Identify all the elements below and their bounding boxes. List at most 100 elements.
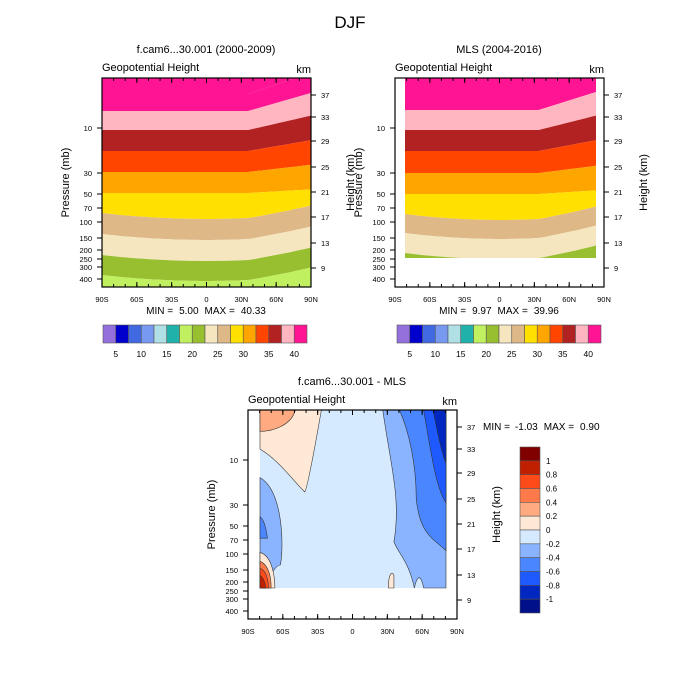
y-right-tick-label: 29 (321, 137, 329, 146)
y-right-tick-label: 29 (614, 137, 622, 146)
y-tick-label: 150 (79, 234, 92, 243)
y-tick-label: 150 (372, 234, 385, 243)
y-right-axis-label: Height (km) (491, 486, 503, 543)
y-tick-label: 10 (230, 456, 238, 465)
right-label: km (442, 396, 457, 408)
colorbar-swatch (519, 446, 541, 462)
colorbar-swatch (519, 529, 541, 545)
y-tick-label: 400 (372, 275, 385, 284)
page-title: DJF (334, 13, 365, 32)
y-tick-label: 100 (372, 218, 385, 227)
colorbar-label: 20 (188, 349, 198, 359)
right-label: km (296, 64, 311, 76)
y-tick-label: 100 (79, 218, 92, 227)
contour-band (102, 78, 147, 80)
x-tick-label: 90N (304, 295, 318, 304)
x-tick-label: 90S (241, 627, 254, 636)
y-tick-label: 150 (225, 566, 238, 575)
colorbar-swatch (524, 324, 538, 344)
right-label: km (589, 64, 604, 76)
colorbar: 5 10 15 20 25 30 35 40 (396, 324, 602, 359)
contour-band (102, 247, 311, 281)
colorbar-swatch (102, 324, 117, 344)
colorbar-swatch (519, 488, 541, 503)
colorbar-swatch (115, 324, 129, 344)
contour-band (259, 516, 268, 539)
x-tick-label: 60N (269, 295, 283, 304)
y-right-tick-label: 25 (614, 163, 622, 172)
contour-band (102, 78, 311, 111)
colorbar-swatch (140, 324, 155, 344)
colorbar-label: 0.4 (546, 498, 558, 507)
colorbar-label: 20 (482, 349, 492, 359)
colorbar-label: 35 (558, 349, 568, 359)
colorbar-swatch (562, 324, 576, 344)
colorbar-swatch (409, 324, 423, 344)
y-right-tick-label: 29 (467, 469, 475, 478)
colorbar-label: 10 (431, 349, 441, 359)
x-tick-label: 60S (130, 295, 143, 304)
colorbar-label: 40 (290, 349, 300, 359)
y-right-tick-label: 9 (614, 264, 618, 273)
colorbar-label: -0.4 (546, 554, 560, 563)
y-right-tick-label: 33 (467, 445, 475, 454)
y-tick-label: 250 (79, 255, 92, 264)
x-tick-label: 90S (388, 295, 401, 304)
x-tick-label: 0 (204, 295, 208, 304)
contour-band (102, 140, 311, 172)
y-tick-label: 10 (377, 124, 385, 133)
colorbar-swatch (422, 324, 436, 344)
colorbar-swatch (519, 571, 541, 586)
colorbar-label: 0.6 (546, 485, 558, 494)
colorbar-label: -0.6 (546, 568, 560, 577)
colorbar-swatch (447, 324, 462, 344)
colorbar-label: 15 (162, 349, 172, 359)
y-tick-label: 10 (84, 124, 92, 133)
colorbar-label: 35 (264, 349, 274, 359)
y-right-tick-label: 33 (614, 113, 622, 122)
colorbar-label: 0 (546, 526, 551, 535)
y-tick-label: 200 (372, 246, 385, 255)
y-right-axis-label: Height (km) (638, 154, 650, 211)
colorbar-swatch (519, 543, 541, 558)
min-max-stats: MIN = 5.00 MAX = 40.33 (146, 306, 266, 317)
y-tick-label: 30 (230, 501, 238, 510)
left-label: Geopotential Height (102, 62, 199, 74)
colorbar-swatch (519, 502, 541, 517)
colorbar-swatch (166, 324, 180, 344)
x-tick-label: 90N (597, 295, 611, 304)
colorbar-swatch (230, 324, 244, 344)
colorbar-label: -0.8 (546, 581, 560, 590)
colorbar-swatch (587, 324, 602, 344)
x-tick-label: 60S (276, 627, 289, 636)
y-right-tick-label: 25 (467, 495, 475, 504)
contour-band (102, 205, 311, 240)
y-axis-label: Pressure (mb) (206, 480, 218, 550)
x-tick-label: 30S (458, 295, 471, 304)
colorbar-swatch (460, 324, 474, 344)
y-right-tick-label: 13 (614, 239, 622, 248)
contour-band (405, 225, 596, 258)
colorbar-label: 5 (407, 349, 412, 359)
y-right-tick-label: 33 (321, 113, 329, 122)
colorbar-swatch (473, 324, 487, 344)
y-axis-label: Pressure (mb) (60, 148, 72, 218)
colorbar-swatch (217, 324, 231, 344)
contour-band (432, 409, 447, 464)
colorbar-label: 15 (456, 349, 466, 359)
y-tick-label: 30 (377, 169, 385, 178)
contour-band (405, 78, 596, 110)
colorbar-swatch (434, 324, 449, 344)
y-tick-label: 70 (230, 536, 238, 545)
contour-band (405, 165, 596, 194)
y-right-tick-label: 37 (467, 423, 475, 432)
contour-band (102, 115, 311, 151)
colorbar: 5 10 15 20 25 30 35 40 (102, 324, 308, 359)
contour-band (405, 206, 596, 239)
colorbar-swatch (575, 324, 589, 344)
y-tick-label: 300 (79, 263, 92, 272)
y-tick-label: 30 (84, 169, 92, 178)
colorbar-swatch (519, 585, 541, 600)
y-right-tick-label: 25 (321, 163, 329, 172)
